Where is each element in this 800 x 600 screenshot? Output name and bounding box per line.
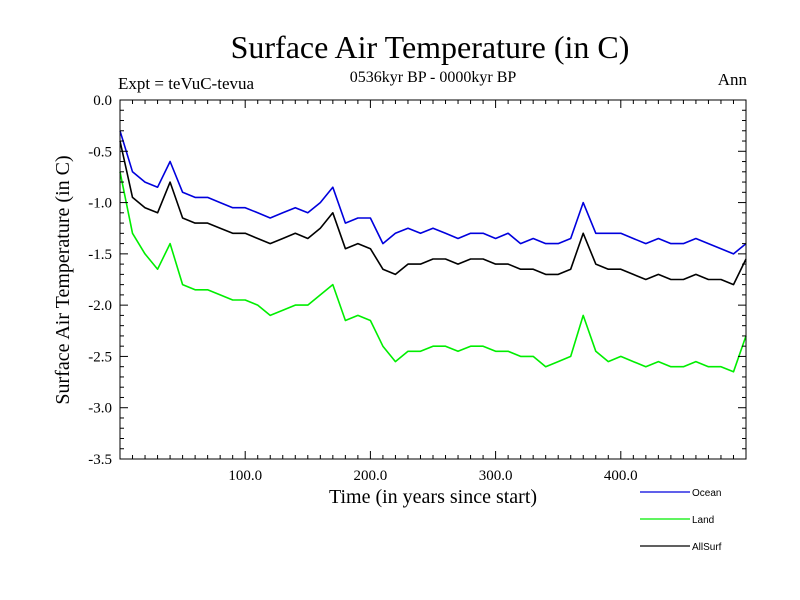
- y-tick-label: -1.5: [88, 247, 112, 263]
- chart-subtitle: 0536kyr BP - 0000kyr BP: [350, 69, 517, 86]
- x-axis-label: Time (in years since start): [329, 486, 537, 508]
- y-tick-label: -3.0: [88, 401, 112, 417]
- legend-entry-land: Land: [640, 515, 714, 526]
- season-label: Ann: [718, 70, 748, 89]
- y-tick-label: -1.0: [88, 196, 112, 212]
- y-tick-label: -2.5: [88, 349, 112, 365]
- series-line-ocean: [119, 130, 747, 255]
- legend-label-allsurf: AllSurf: [692, 542, 722, 553]
- legend-entry-allsurf: AllSurf: [640, 542, 722, 553]
- series-line-land: [119, 171, 747, 373]
- y-tick-label: -3.5: [88, 452, 112, 468]
- series-layer: [119, 130, 747, 373]
- x-tick-label: 100.0: [228, 468, 262, 484]
- legend: Ocean Land AllSurf: [640, 488, 722, 553]
- y-tick-label: 0.0: [93, 93, 112, 109]
- y-tick-label: -0.5: [88, 144, 112, 160]
- series-line-allsurf: [119, 140, 747, 286]
- x-tick-label: 300.0: [479, 468, 513, 484]
- chart-title: Surface Air Temperature (in C): [231, 29, 630, 65]
- legend-label-ocean: Ocean: [692, 488, 721, 499]
- y-axis-label: Surface Air Temperature (in C): [52, 155, 74, 404]
- x-tick-label: 400.0: [604, 468, 638, 484]
- experiment-label: Expt = teVuC-tevua: [118, 74, 254, 93]
- legend-label-land: Land: [692, 515, 714, 526]
- tick-layer: 100.0 200.0 300.0 400.0 0.0 -0.5 -1.0 -1.5 -2.0 -…: [88, 93, 746, 484]
- x-tick-label: 200.0: [354, 468, 388, 484]
- y-tick-label: -2.0: [88, 298, 112, 314]
- plot-area: 100.0 200.0 300.0 400.0 0.0 -0.5 -1.0 -1.5 -2.0 -…: [88, 93, 747, 484]
- legend-entry-ocean: Ocean: [640, 488, 721, 499]
- axes-frame: [119, 99, 747, 460]
